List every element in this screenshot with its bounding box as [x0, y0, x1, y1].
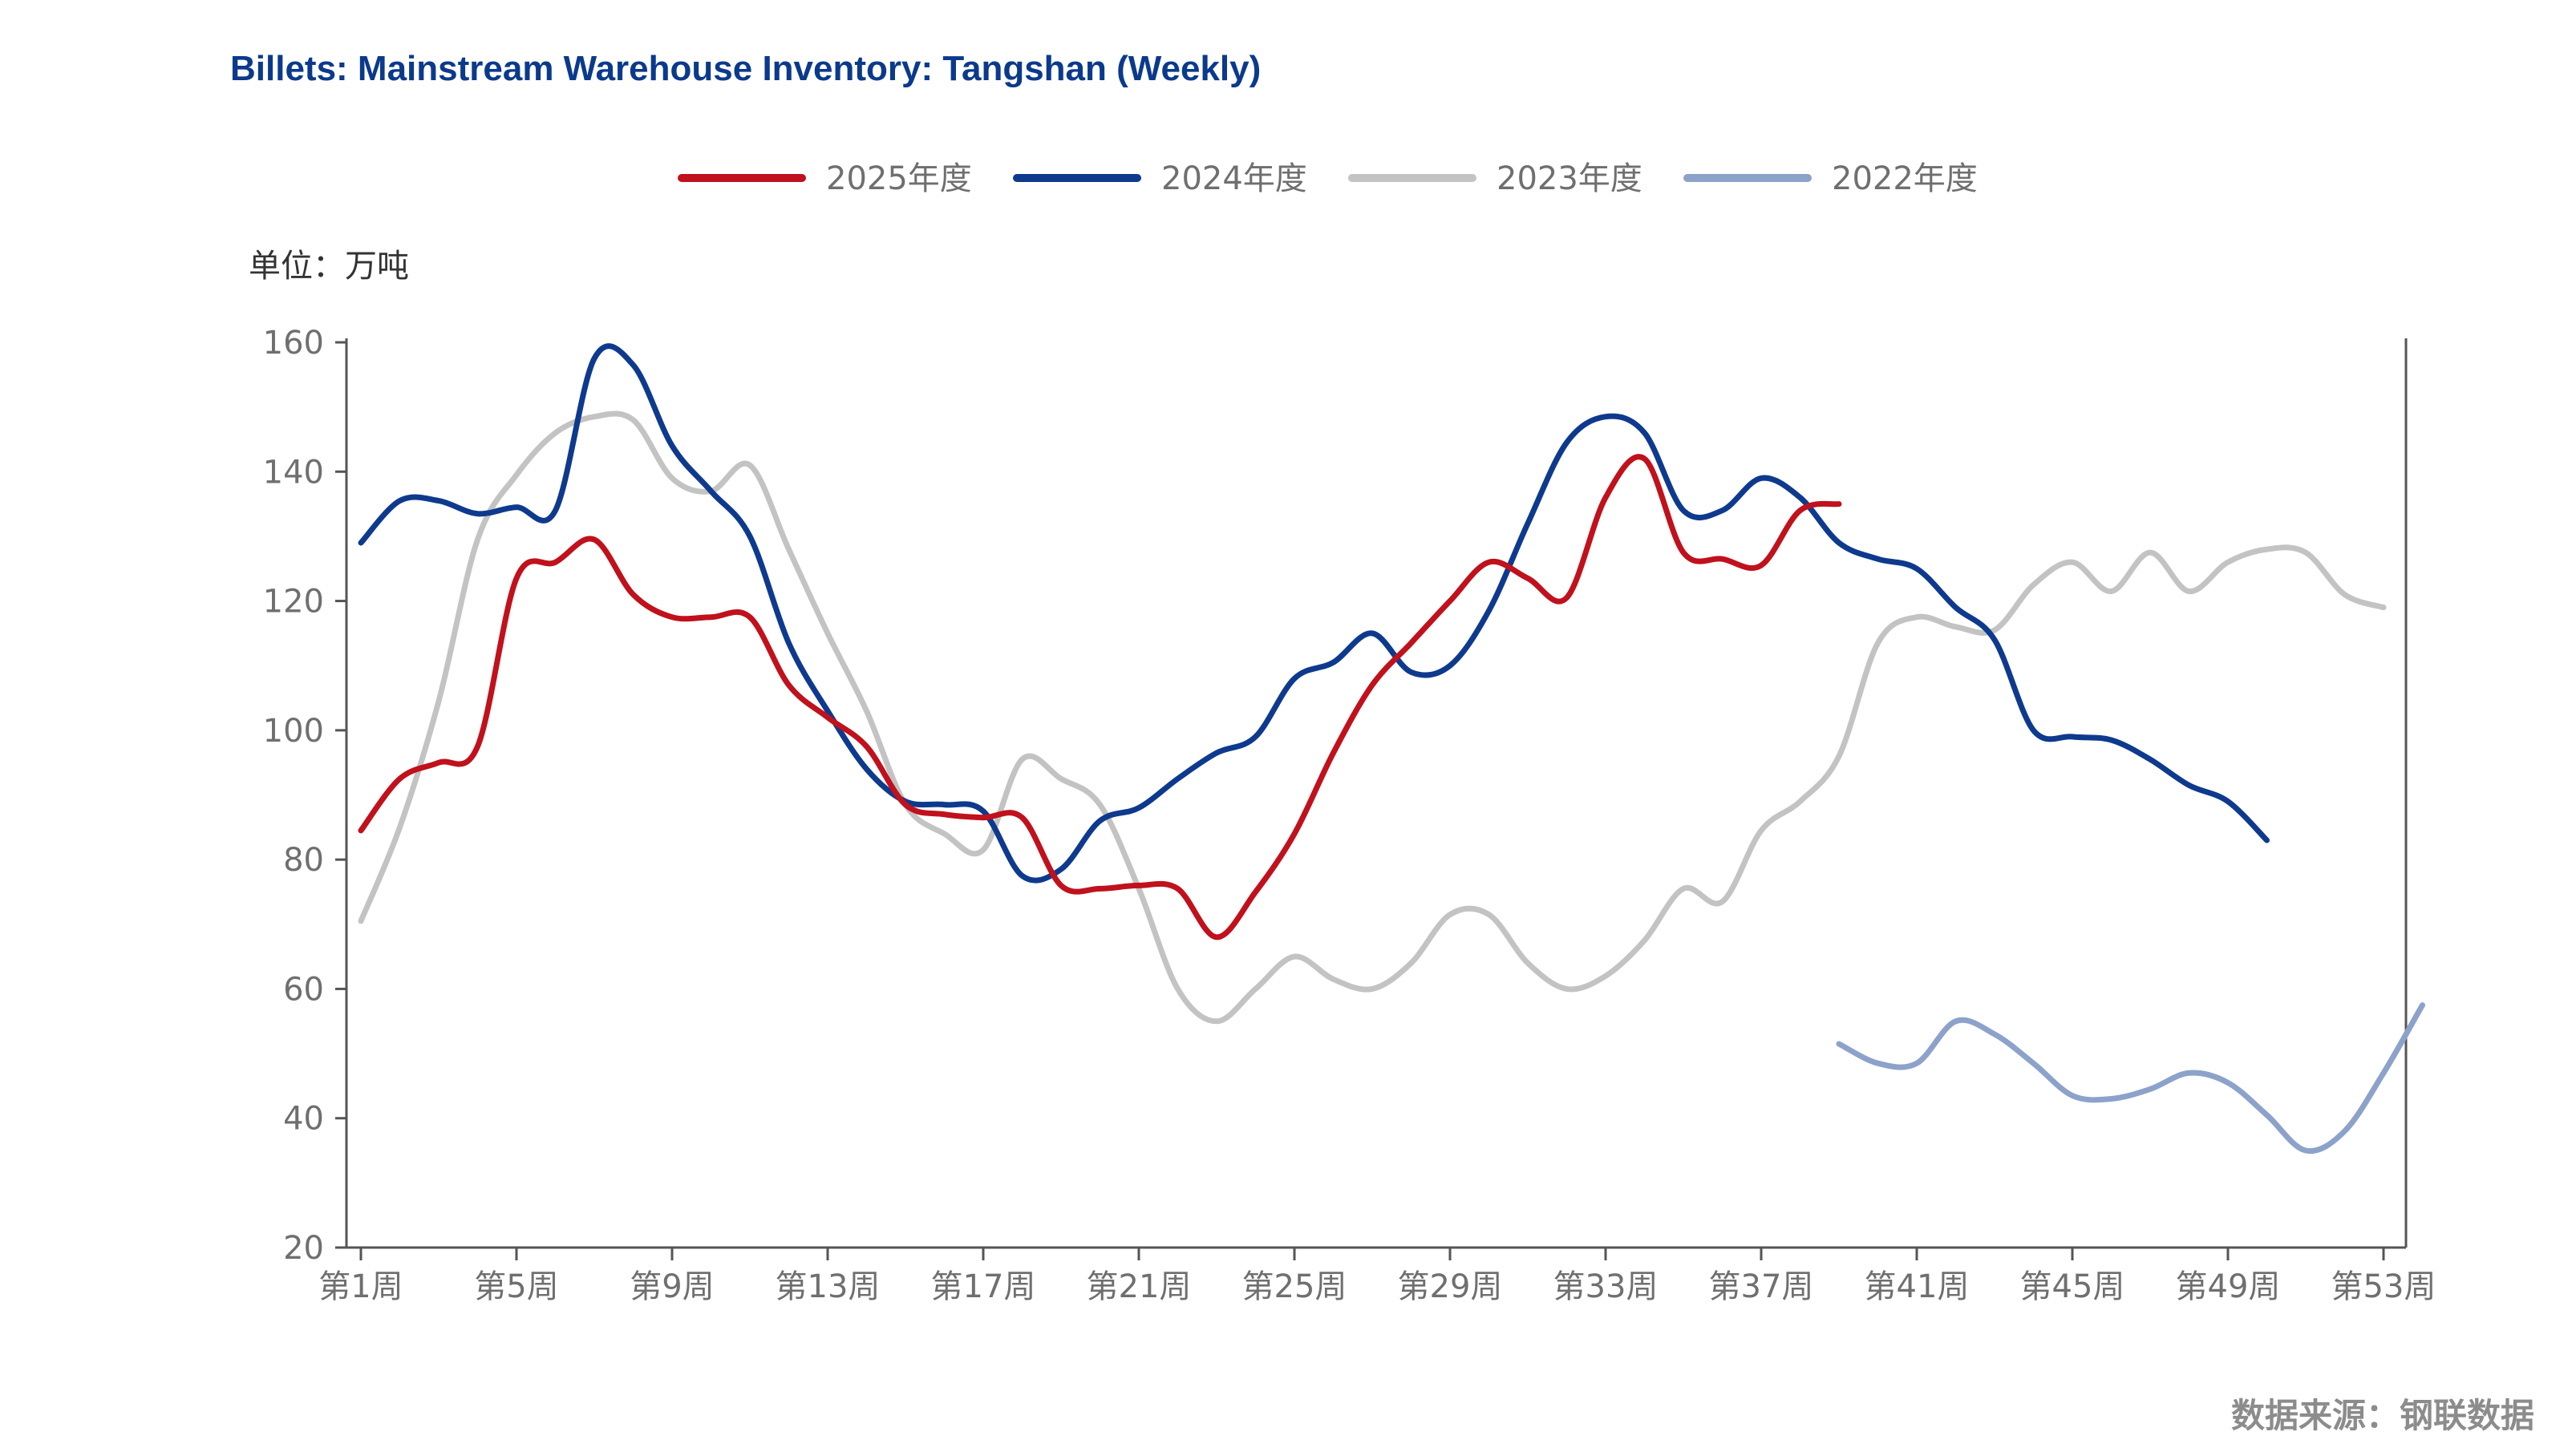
x-tick-label: 第33周	[1553, 1268, 1659, 1305]
legend: 2025年度 2024年度 2023年度 2022年度	[678, 160, 1978, 197]
y-tick-label: 160	[263, 325, 324, 362]
legend-item-2024: 2024年度	[1013, 160, 1307, 197]
x-tick-label: 第53周	[2331, 1268, 2436, 1305]
chart-title: Billets: Mainstream Warehouse Inventory:…	[230, 49, 1261, 88]
series-line-2023	[358, 411, 2387, 1025]
x-tick-label: 第5周	[474, 1268, 558, 1305]
legend-item-2025: 2025年度	[678, 160, 972, 197]
legend-label: 2022年度	[1832, 160, 1978, 197]
x-tick-label: 第49周	[2176, 1268, 2281, 1305]
legend-label: 2025年度	[826, 160, 972, 197]
y-tick-label: 80	[283, 842, 324, 879]
x-tick-label: 第9周	[630, 1268, 714, 1305]
x-tick-label: 第25周	[1242, 1268, 1347, 1305]
x-tick-label: 第37周	[1709, 1268, 1814, 1305]
y-tick-label: 40	[283, 1101, 324, 1138]
legend-item-2022: 2022年度	[1683, 160, 1978, 197]
x-tick-label: 第13周	[776, 1268, 881, 1305]
series-line-2022	[1836, 1002, 2425, 1155]
y-tick-label: 120	[263, 584, 324, 621]
y-tick-label: 100	[263, 713, 324, 750]
legend-label: 2024年度	[1161, 160, 1307, 197]
series-line-2024	[358, 343, 2270, 884]
series-line-2025	[358, 454, 1842, 940]
series-layer	[358, 343, 2425, 1155]
legend-label: 2023年度	[1497, 160, 1642, 197]
x-tick-label: 第1周	[318, 1268, 403, 1305]
x-tick-label: 第21周	[1087, 1268, 1192, 1305]
unit-label: 单位：万吨	[249, 248, 409, 285]
y-tick-label: 140	[263, 454, 324, 491]
source-label: 数据来源：钢联数据	[2231, 1396, 2534, 1435]
axes: 20 40 60 80 100 120 140 160 第1周 第5周 第9周 第13周 第17周 第21…	[263, 325, 2436, 1305]
y-tick-label: 60	[283, 971, 324, 1008]
x-tick-label: 第17周	[931, 1268, 1036, 1305]
x-tick-label: 第45周	[2020, 1268, 2125, 1305]
x-tick-label: 第41周	[1865, 1268, 1970, 1305]
y-tick-label: 20	[283, 1230, 324, 1267]
legend-item-2023: 2023年度	[1348, 160, 1642, 197]
x-tick-label: 第29周	[1398, 1268, 1503, 1305]
